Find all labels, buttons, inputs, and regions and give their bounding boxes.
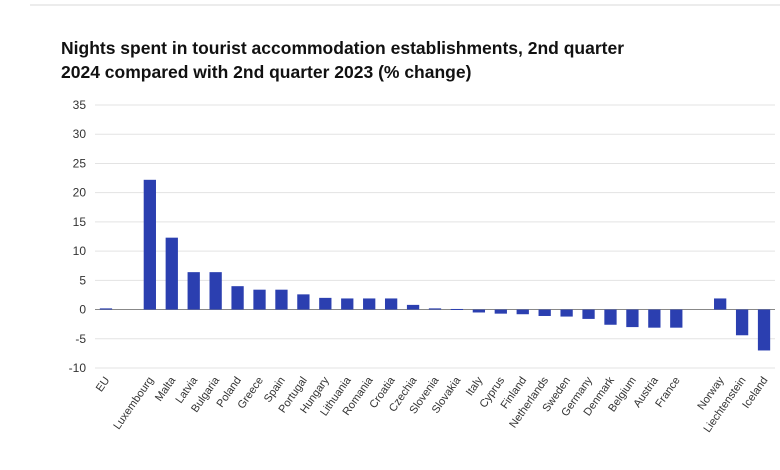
bar (560, 309, 573, 317)
y-axis-ticks: 35 30 25 20 15 10 5 0 -5 -10 (69, 98, 87, 375)
y-tick-label: 30 (73, 127, 87, 141)
bar (604, 309, 617, 325)
bar (384, 298, 398, 310)
x-tick-label: Luxembourg (111, 375, 156, 432)
bar (99, 308, 113, 310)
x-axis-ticks: EULuxembourgMaltaLatviaBulgariaPolandGre… (94, 374, 771, 435)
chart-title-line-1: Nights spent in tourist accommodation es… (61, 38, 624, 58)
bar (406, 304, 420, 310)
chart-title-line-2: 2024 compared with 2nd quarter 2023 (% c… (61, 62, 472, 82)
bar (714, 298, 727, 310)
bar (538, 309, 551, 316)
y-tick-label: 25 (73, 156, 87, 170)
bar (735, 309, 749, 336)
bar (757, 309, 771, 351)
bar (472, 309, 486, 313)
bar (143, 179, 156, 310)
y-tick-label: 0 (79, 303, 86, 317)
bar (231, 286, 244, 310)
y-tick-label: 35 (73, 98, 87, 112)
bar (363, 298, 376, 310)
y-tick-label: 20 (73, 186, 87, 200)
bar (626, 309, 639, 328)
y-tick-label: -10 (69, 361, 87, 375)
bar (253, 289, 266, 310)
bars (99, 179, 771, 351)
bar (516, 309, 529, 315)
bar (165, 237, 178, 310)
bar (297, 294, 310, 310)
x-tick-label: EU (94, 375, 113, 394)
bar (494, 309, 507, 314)
y-tick-label: 15 (73, 215, 87, 229)
bar (648, 309, 661, 328)
bar (428, 308, 442, 310)
grid-lines (95, 104, 775, 369)
y-tick-label: -5 (75, 332, 86, 346)
bar (187, 272, 200, 310)
y-tick-label: 10 (73, 244, 87, 258)
bar (319, 297, 332, 310)
bar (341, 298, 354, 310)
bar (275, 289, 288, 310)
bar (670, 309, 683, 328)
y-tick-label: 5 (79, 273, 86, 287)
bar (450, 308, 464, 310)
bar (582, 309, 595, 319)
bar (209, 272, 222, 310)
